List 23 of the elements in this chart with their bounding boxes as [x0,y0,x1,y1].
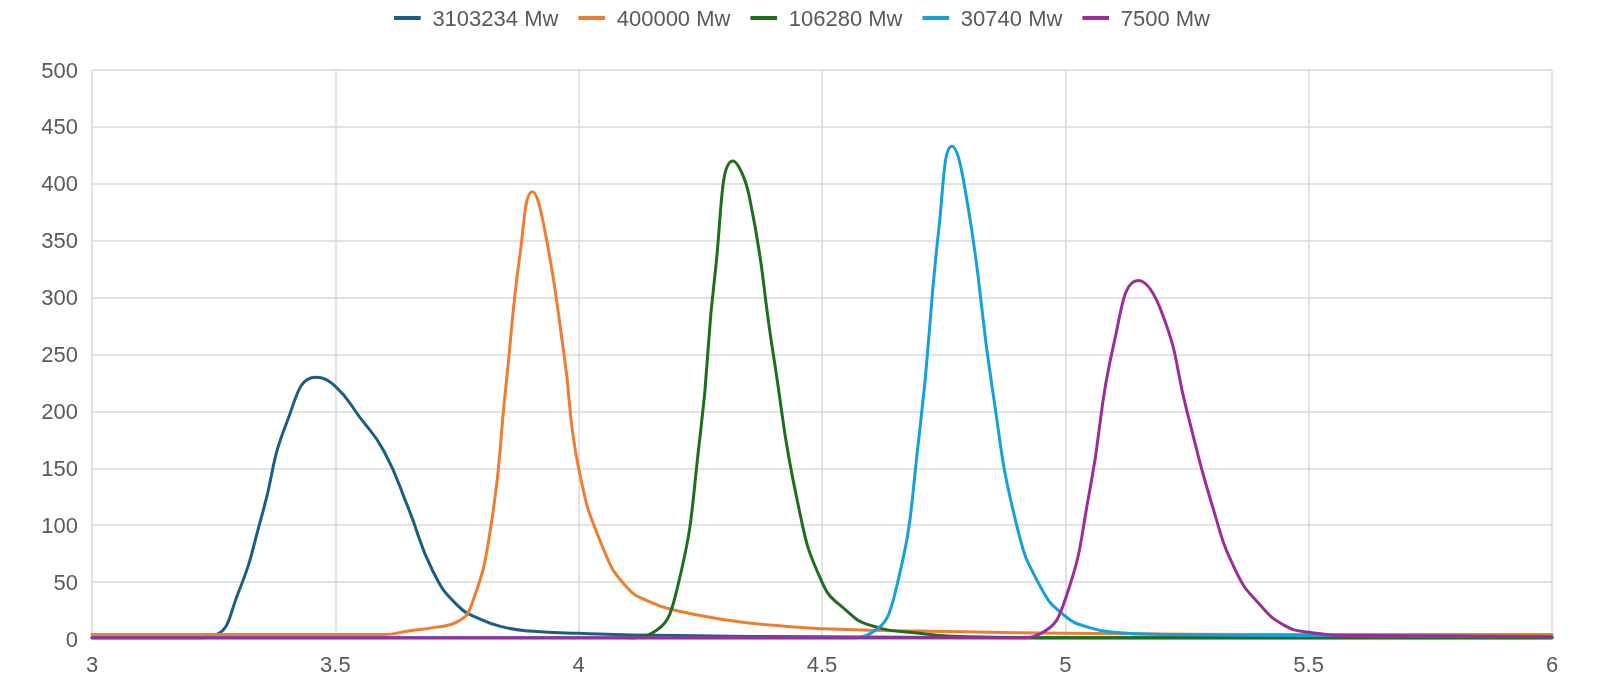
x-tick-label: 5.5 [1293,651,1324,677]
legend-label: 3103234 Mw [432,5,559,31]
x-tick-label: 4 [572,651,585,677]
y-tick-label: 300 [41,285,78,311]
legend-label: 7500 Mw [1120,5,1211,31]
x-tick-label: 3.5 [320,651,351,677]
x-tick-label: 4.5 [806,651,838,677]
legend-label: 106280 Mw [788,5,903,31]
legend-label: 400000 Mw [616,5,731,31]
y-tick-label: 50 [53,569,78,595]
y-tick-label: 450 [41,114,78,140]
x-tick-label: 5 [1059,651,1072,677]
y-tick-label: 200 [41,398,78,424]
y-tick-label: 100 [41,512,78,538]
legend-label: 30740 Mw [960,5,1063,31]
y-tick-label: 250 [41,342,78,367]
x-tick-label: 6 [1545,651,1559,677]
y-tick-label: 350 [41,228,78,254]
y-tick-label: 400 [41,171,78,197]
x-tick-label: 3 [85,651,99,677]
y-tick-label: 500 [41,57,78,83]
y-tick-label: 150 [41,455,78,481]
y-tick-label: 0 [65,626,78,652]
